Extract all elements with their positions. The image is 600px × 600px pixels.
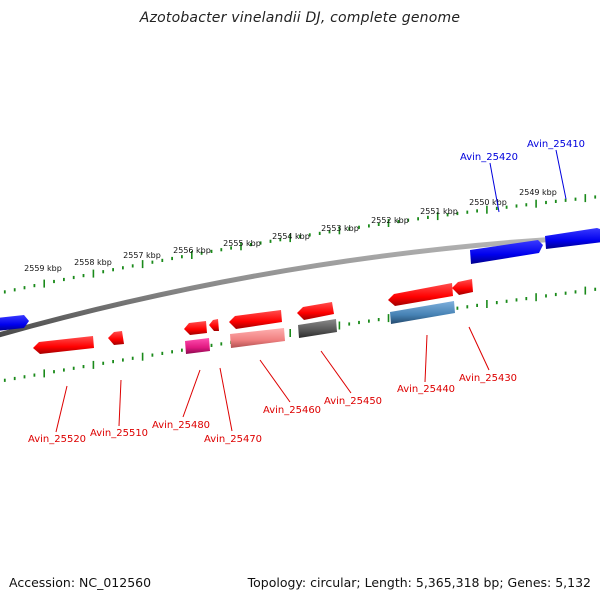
label-avin-25420[interactable]: Avin_25420: [460, 152, 518, 163]
gene-avin-25510[interactable]: [108, 331, 124, 345]
gene-avin-25440[interactable]: [390, 301, 455, 324]
scale-label-2552: 2552 kbp: [371, 216, 409, 225]
leader-avin-25410: [555, 149, 567, 200]
accession-text: Accession: NC_012560: [9, 575, 152, 590]
leader-avin-25440: [424, 334, 428, 383]
scale-label-2550: 2550 kbp: [469, 198, 507, 207]
gene-avin-25480-upper[interactable]: [184, 321, 207, 335]
gene-avin-25450-upper[interactable]: [297, 302, 334, 320]
scale-label-2557: 2557 kbp: [123, 251, 161, 260]
scale-label-2554: 2554 kbp: [272, 232, 310, 241]
label-avin-25410[interactable]: Avin_25410: [527, 139, 585, 150]
genome-summary: Topology: circular; Length: 5,365,318 bp…: [247, 575, 591, 590]
label-avin-25510[interactable]: Avin_25510: [90, 428, 148, 439]
label-avin-25430[interactable]: Avin_25430: [459, 373, 517, 384]
gene-avin-25480[interactable]: [185, 338, 210, 354]
gene-avin-25520[interactable]: [33, 336, 94, 354]
label-avin-25450[interactable]: Avin_25450: [324, 396, 382, 407]
scale-label-2549: 2549 kbp: [519, 188, 557, 197]
map-title: Azotobacter vinelandii DJ, complete geno…: [139, 10, 461, 26]
gene-avin-25460-upper[interactable]: [229, 310, 282, 329]
scale-label-2558: 2558 kbp: [74, 258, 112, 267]
label-avin-25480[interactable]: Avin_25480: [152, 420, 210, 431]
gene-avin-25440-upper[interactable]: [388, 283, 453, 306]
scale-label-2556: 2556 kbp: [173, 246, 211, 255]
gene-left-forward[interactable]: [0, 315, 29, 331]
leader-avin-25420: [489, 162, 500, 213]
leader-avin-25460: [259, 359, 291, 403]
leader-avin-25430: [468, 326, 490, 371]
label-leaders: [55, 149, 567, 433]
forward-genes: [0, 228, 600, 331]
scale-label-2551: 2551 kbp: [420, 207, 458, 216]
scale-label-2559: 2559 kbp: [24, 264, 62, 273]
leader-avin-25510: [118, 379, 122, 427]
gene-avin-25460[interactable]: [230, 328, 285, 348]
gene-avin-25450[interactable]: [298, 319, 337, 338]
gene-avin-25420[interactable]: [470, 240, 543, 264]
leader-avin-25450: [320, 350, 352, 394]
label-avin-25460[interactable]: Avin_25460: [263, 405, 321, 416]
gene-avin-25430[interactable]: [452, 279, 473, 295]
gene-labels: Avin_25420 Avin_25410 Avin_25520 Avin_25…: [28, 139, 585, 445]
gene-avin-25410[interactable]: [545, 228, 600, 249]
leader-avin-25480: [182, 369, 201, 418]
scale-label-2553: 2553 kbp: [321, 224, 359, 233]
leader-avin-25470: [219, 367, 233, 432]
scale-labels: 2559 kbp 2558 kbp 2557 kbp 2556 kbp 2555…: [24, 188, 557, 273]
label-avin-25520[interactable]: Avin_25520: [28, 434, 86, 445]
gene-avin-25470[interactable]: [209, 319, 219, 331]
reverse-genes: [33, 279, 473, 354]
scale-label-2555: 2555 kbp: [223, 239, 261, 248]
genome-backbone: [0, 233, 600, 338]
outer-tick-track: [3, 194, 597, 294]
label-avin-25440[interactable]: Avin_25440: [397, 384, 455, 395]
label-avin-25470[interactable]: Avin_25470: [204, 434, 262, 445]
leader-avin-25520: [55, 385, 68, 433]
